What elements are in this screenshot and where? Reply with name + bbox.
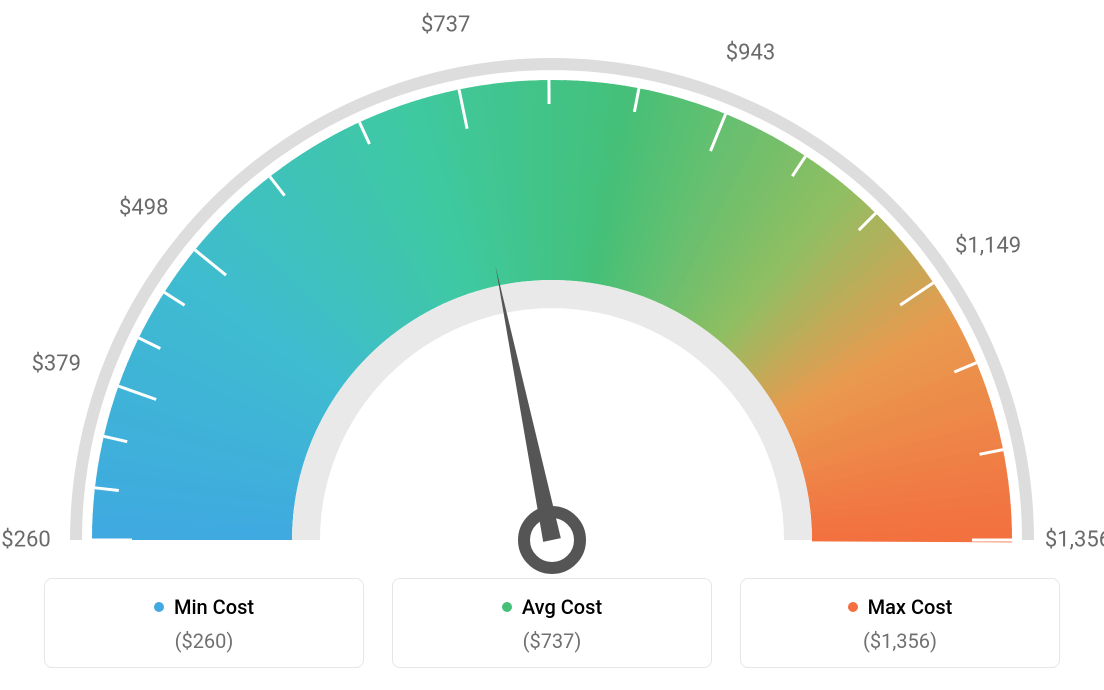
legend-label: Min Cost xyxy=(174,595,254,619)
legend-title-max: Max Cost xyxy=(848,595,953,619)
gauge-tick-label: $943 xyxy=(726,40,775,65)
gauge-tick-label: $498 xyxy=(119,196,168,221)
gauge-tick-label: $379 xyxy=(32,352,81,377)
legend-value-avg: ($737) xyxy=(403,629,701,653)
gauge-svg xyxy=(52,20,1052,580)
legend-title-min: Min Cost xyxy=(154,595,254,619)
legend-label: Avg Cost xyxy=(522,595,602,619)
dot-icon xyxy=(154,602,164,612)
legend-label: Max Cost xyxy=(868,595,953,619)
legend-row: Min Cost ($260) Avg Cost ($737) Max Cost… xyxy=(44,578,1060,668)
legend-card-max: Max Cost ($1,356) xyxy=(740,578,1060,668)
legend-value-min: ($260) xyxy=(55,629,353,653)
dot-icon xyxy=(502,602,512,612)
gauge-tick-label: $260 xyxy=(1,528,50,553)
gauge-tick-label: $1,149 xyxy=(955,233,1021,258)
gauge-tick-label: $737 xyxy=(421,12,470,37)
legend-value-max: ($1,356) xyxy=(751,629,1049,653)
legend-card-min: Min Cost ($260) xyxy=(44,578,364,668)
dot-icon xyxy=(848,602,858,612)
legend-card-avg: Avg Cost ($737) xyxy=(392,578,712,668)
gauge-chart: $260$379$498$737$943$1,149$1,356 xyxy=(52,20,1052,580)
gauge-tick-label: $1,356 xyxy=(1045,528,1104,553)
legend-title-avg: Avg Cost xyxy=(502,595,602,619)
